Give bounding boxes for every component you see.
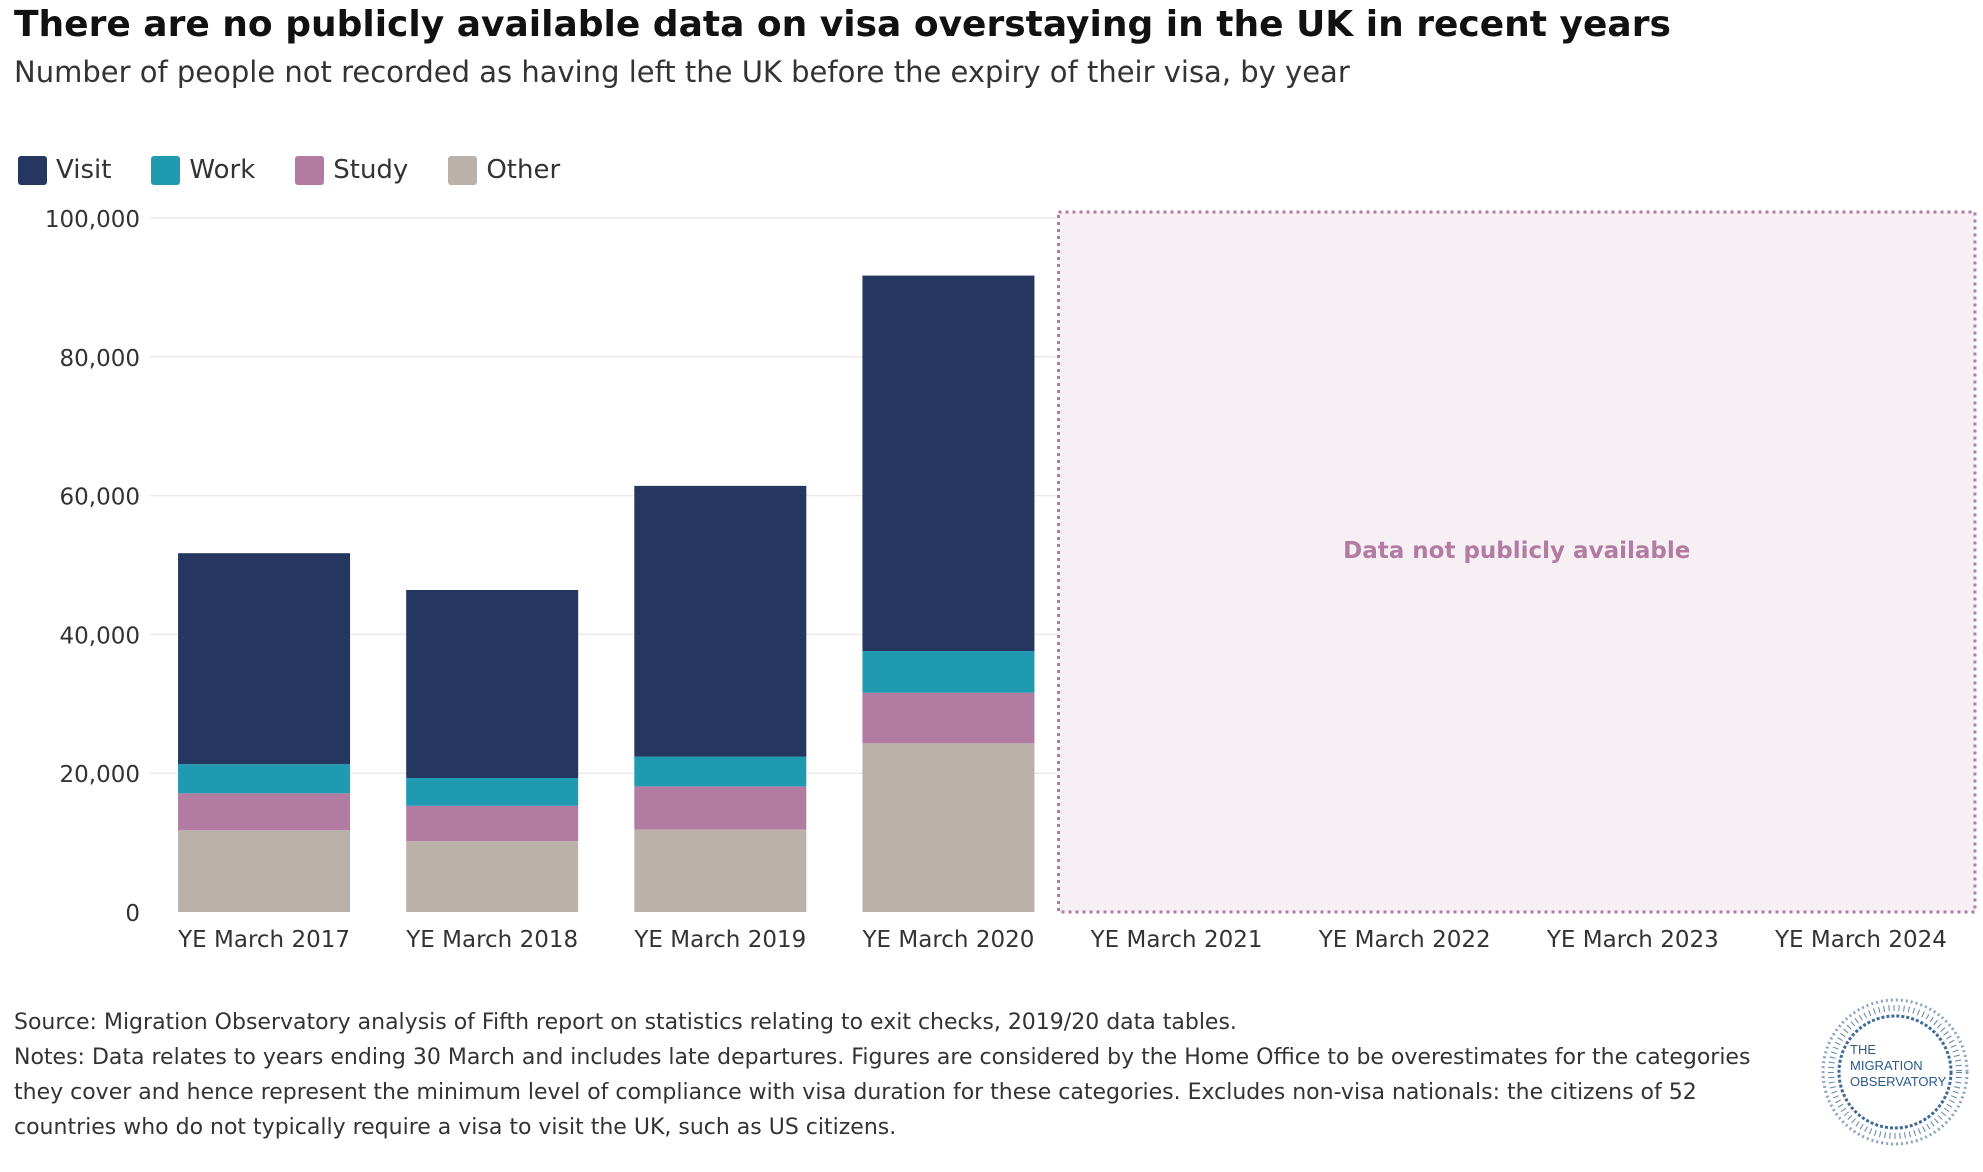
x-tick-label: YE March 2022: [1318, 927, 1491, 953]
x-tick-label: YE March 2017: [177, 927, 350, 953]
logo-line-3: OBSERVATORY: [1850, 1074, 1947, 1089]
y-tick-label: 60,000: [60, 485, 140, 511]
legend-swatch-visit: [18, 155, 47, 185]
x-tick-label: YE March 2021: [1090, 927, 1263, 953]
legend-swatch-study: [295, 155, 325, 185]
bar-segment-visit: [406, 589, 579, 779]
bar-segment-visit: [178, 553, 351, 765]
x-tick-label: YE March 2023: [1546, 927, 1719, 953]
legend-label-visit: Visit: [56, 155, 112, 185]
bar-segment-other: [862, 743, 1035, 912]
y-tick-label: 0: [125, 901, 140, 927]
bar-segment-visit: [862, 275, 1035, 652]
legend-item-work: Work: [151, 155, 255, 185]
legend-item-study: Study: [295, 155, 408, 185]
bar-segment-study: [862, 692, 1035, 744]
x-tick-label: YE March 2020: [862, 927, 1035, 953]
notes-text: Notes: Data relates to years ending 30 M…: [14, 1045, 1751, 1140]
chart-title: There are no publicly available data on …: [14, 4, 1671, 45]
bar-segment-other: [406, 841, 579, 912]
bar-segment-study: [634, 786, 807, 830]
bar-segment-work: [634, 756, 807, 787]
y-tick-label: 100,000: [45, 207, 140, 233]
y-tick-label: 40,000: [60, 623, 140, 649]
y-tick-label: 80,000: [60, 346, 140, 372]
chart-subtitle: Number of people not recorded as having …: [14, 55, 1350, 89]
bar-segment-study: [406, 805, 579, 842]
x-tick-label: YE March 2018: [405, 927, 578, 953]
bar-segment-other: [634, 829, 807, 912]
x-tick-label: YE March 2019: [633, 927, 806, 953]
x-tick-label: YE March 2024: [1774, 927, 1947, 953]
bar-segment-work: [862, 651, 1035, 693]
legend-item-other: Other: [448, 155, 560, 185]
legend-label-other: Other: [486, 155, 561, 185]
migration-observatory-logo: THE MIGRATION OBSERVATORY: [1821, 998, 1969, 1146]
legend-swatch-work: [151, 155, 181, 185]
logo-line-2: MIGRATION: [1850, 1058, 1923, 1073]
bar-segment-visit: [634, 485, 807, 757]
y-tick-label: 20,000: [60, 762, 140, 788]
bar-segment-work: [406, 778, 579, 806]
legend-label-work: Work: [189, 155, 256, 185]
no-data-label: Data not publicly available: [1343, 538, 1690, 564]
source-notes: Source: Migration Observatory analysis o…: [14, 1005, 1794, 1145]
bar-segment-other: [178, 830, 351, 912]
bar-segment-work: [178, 764, 351, 794]
legend-label-study: Study: [333, 155, 409, 185]
bar-segment-study: [178, 793, 351, 831]
no-data-region: [1057, 210, 1977, 914]
chart-legend: Visit Work Study Other: [18, 152, 600, 188]
logo-line-1: THE: [1850, 1042, 1876, 1057]
legend-item-visit: Visit: [18, 155, 111, 185]
stacked-bar-chart: 0 20,000 40,000 60,000 80,000 100,000 Data not…: [45, 207, 1977, 953]
source-text: Source: Migration Observatory analysis o…: [14, 1010, 1237, 1035]
legend-swatch-other: [448, 155, 478, 185]
